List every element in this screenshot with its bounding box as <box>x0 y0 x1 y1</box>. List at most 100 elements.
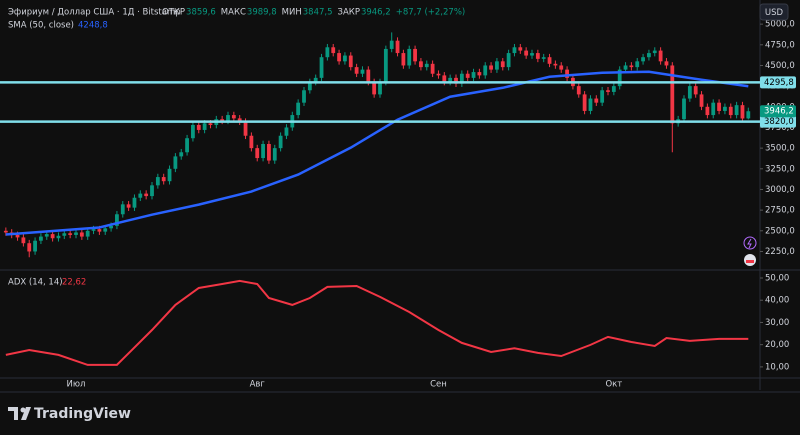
ohlc-key: ЗАКР <box>338 8 360 18</box>
currency[interactable]: USD <box>765 8 784 18</box>
candle-body <box>226 115 230 121</box>
candle-body <box>471 72 476 78</box>
candle-body <box>530 53 534 56</box>
candle-body <box>348 55 353 68</box>
adx-line <box>5 279 749 366</box>
candle-body <box>278 135 283 149</box>
candle-body <box>302 90 306 103</box>
candle-body <box>155 177 160 186</box>
candle-body <box>699 94 704 107</box>
candle-body <box>272 148 277 161</box>
logo-dot <box>20 407 26 413</box>
candle-body <box>109 225 113 229</box>
x-tick-label: Сен <box>430 380 447 390</box>
lightning <box>747 238 752 249</box>
candle-body <box>79 232 84 237</box>
adx-value: 22,62 <box>62 278 86 288</box>
candle-body <box>85 230 90 237</box>
candle-body <box>623 65 628 70</box>
ohlc-value: 3859,6 <box>186 8 216 18</box>
candle-body <box>664 61 669 66</box>
candle-body <box>652 50 657 54</box>
candle-body <box>144 193 149 197</box>
x-tick-label: Авг <box>250 380 266 390</box>
candle-body <box>442 75 447 82</box>
candle-body <box>565 69 569 78</box>
y-tick-label: 3500,0 <box>765 144 795 154</box>
candle-body <box>27 243 32 252</box>
candle-body <box>582 94 587 111</box>
level-label: 3820,0 <box>764 117 794 127</box>
candle-body <box>647 53 651 58</box>
candle-body <box>167 168 172 182</box>
candle-body <box>62 233 67 236</box>
candle-body <box>606 90 610 92</box>
candle-body <box>600 90 605 103</box>
candle-body <box>97 229 102 232</box>
y-tick-label: 5000,0 <box>765 20 795 30</box>
candle-body <box>594 98 599 103</box>
level-tag <box>760 115 796 128</box>
candle-body <box>44 234 49 237</box>
candle-body <box>682 98 686 120</box>
symbol-title: Эфириум / Доллар США · 1Д · Bitstamp <box>8 8 181 18</box>
ohlc-value: 3946,2 <box>361 8 391 18</box>
y-tick-label: 4500,0 <box>765 61 795 71</box>
candle-body <box>161 177 166 182</box>
candle-body <box>68 233 73 235</box>
candle-body <box>500 61 505 68</box>
candle-body <box>734 105 739 116</box>
candle-body <box>39 236 43 241</box>
candle-body <box>489 65 493 70</box>
events-icon[interactable] <box>743 236 757 250</box>
candle-body <box>307 82 312 91</box>
ohlc-key: МАКС <box>221 8 246 18</box>
candle-body <box>343 55 347 62</box>
y-tick-label: 20,00 <box>765 340 789 350</box>
last-price-tag <box>760 105 796 118</box>
candle-body <box>132 197 137 208</box>
candle-body <box>196 124 201 130</box>
candle-body <box>120 204 125 215</box>
candle-body <box>296 102 301 116</box>
candle-body <box>635 61 640 68</box>
candle-body <box>495 61 499 70</box>
change: +87,7 (+2,27%) <box>396 8 466 18</box>
candle-body <box>535 53 540 59</box>
y-tick-label: 30,00 <box>765 318 789 328</box>
candle-body <box>243 121 248 136</box>
legend: Эфириум / Доллар США · 1Д · Bitstamp SMA… <box>8 8 465 288</box>
candle-body <box>3 230 8 233</box>
candle-body <box>360 69 365 74</box>
candle-body <box>746 111 751 119</box>
candle-body <box>611 86 616 92</box>
candle-body <box>15 234 20 238</box>
candle-body <box>319 57 324 78</box>
candle-body <box>337 53 341 62</box>
candle-body <box>126 204 131 208</box>
candle-body <box>401 53 406 66</box>
ohlc-key: МИН <box>282 8 302 18</box>
candle-body <box>103 228 108 232</box>
candle-body <box>267 144 271 161</box>
candle-body <box>512 47 517 54</box>
candle-body <box>547 57 552 64</box>
ohlc-value: 3989,8 <box>247 8 277 18</box>
logo[interactable]: TradingView <box>8 406 131 422</box>
candle-body <box>91 229 96 231</box>
candle-body <box>331 47 336 54</box>
currency-button[interactable] <box>759 3 789 21</box>
candle-body <box>465 73 470 78</box>
brand: TradingView <box>34 406 131 422</box>
last-price-label: 3946,2 <box>764 107 794 117</box>
candle-body <box>208 123 213 125</box>
plot-area: 2250,0 2500,0 2750,0 3000,0 3250,0 3500,0 3750… <box>0 20 796 390</box>
candle-body <box>448 77 453 82</box>
candle-body <box>366 69 371 82</box>
level-tag <box>760 76 796 89</box>
candle-body <box>185 138 189 153</box>
candle-body <box>424 63 429 68</box>
sma-name: SMA (50, close) <box>8 21 74 31</box>
candle-body <box>179 152 184 157</box>
candle-body <box>325 47 330 58</box>
